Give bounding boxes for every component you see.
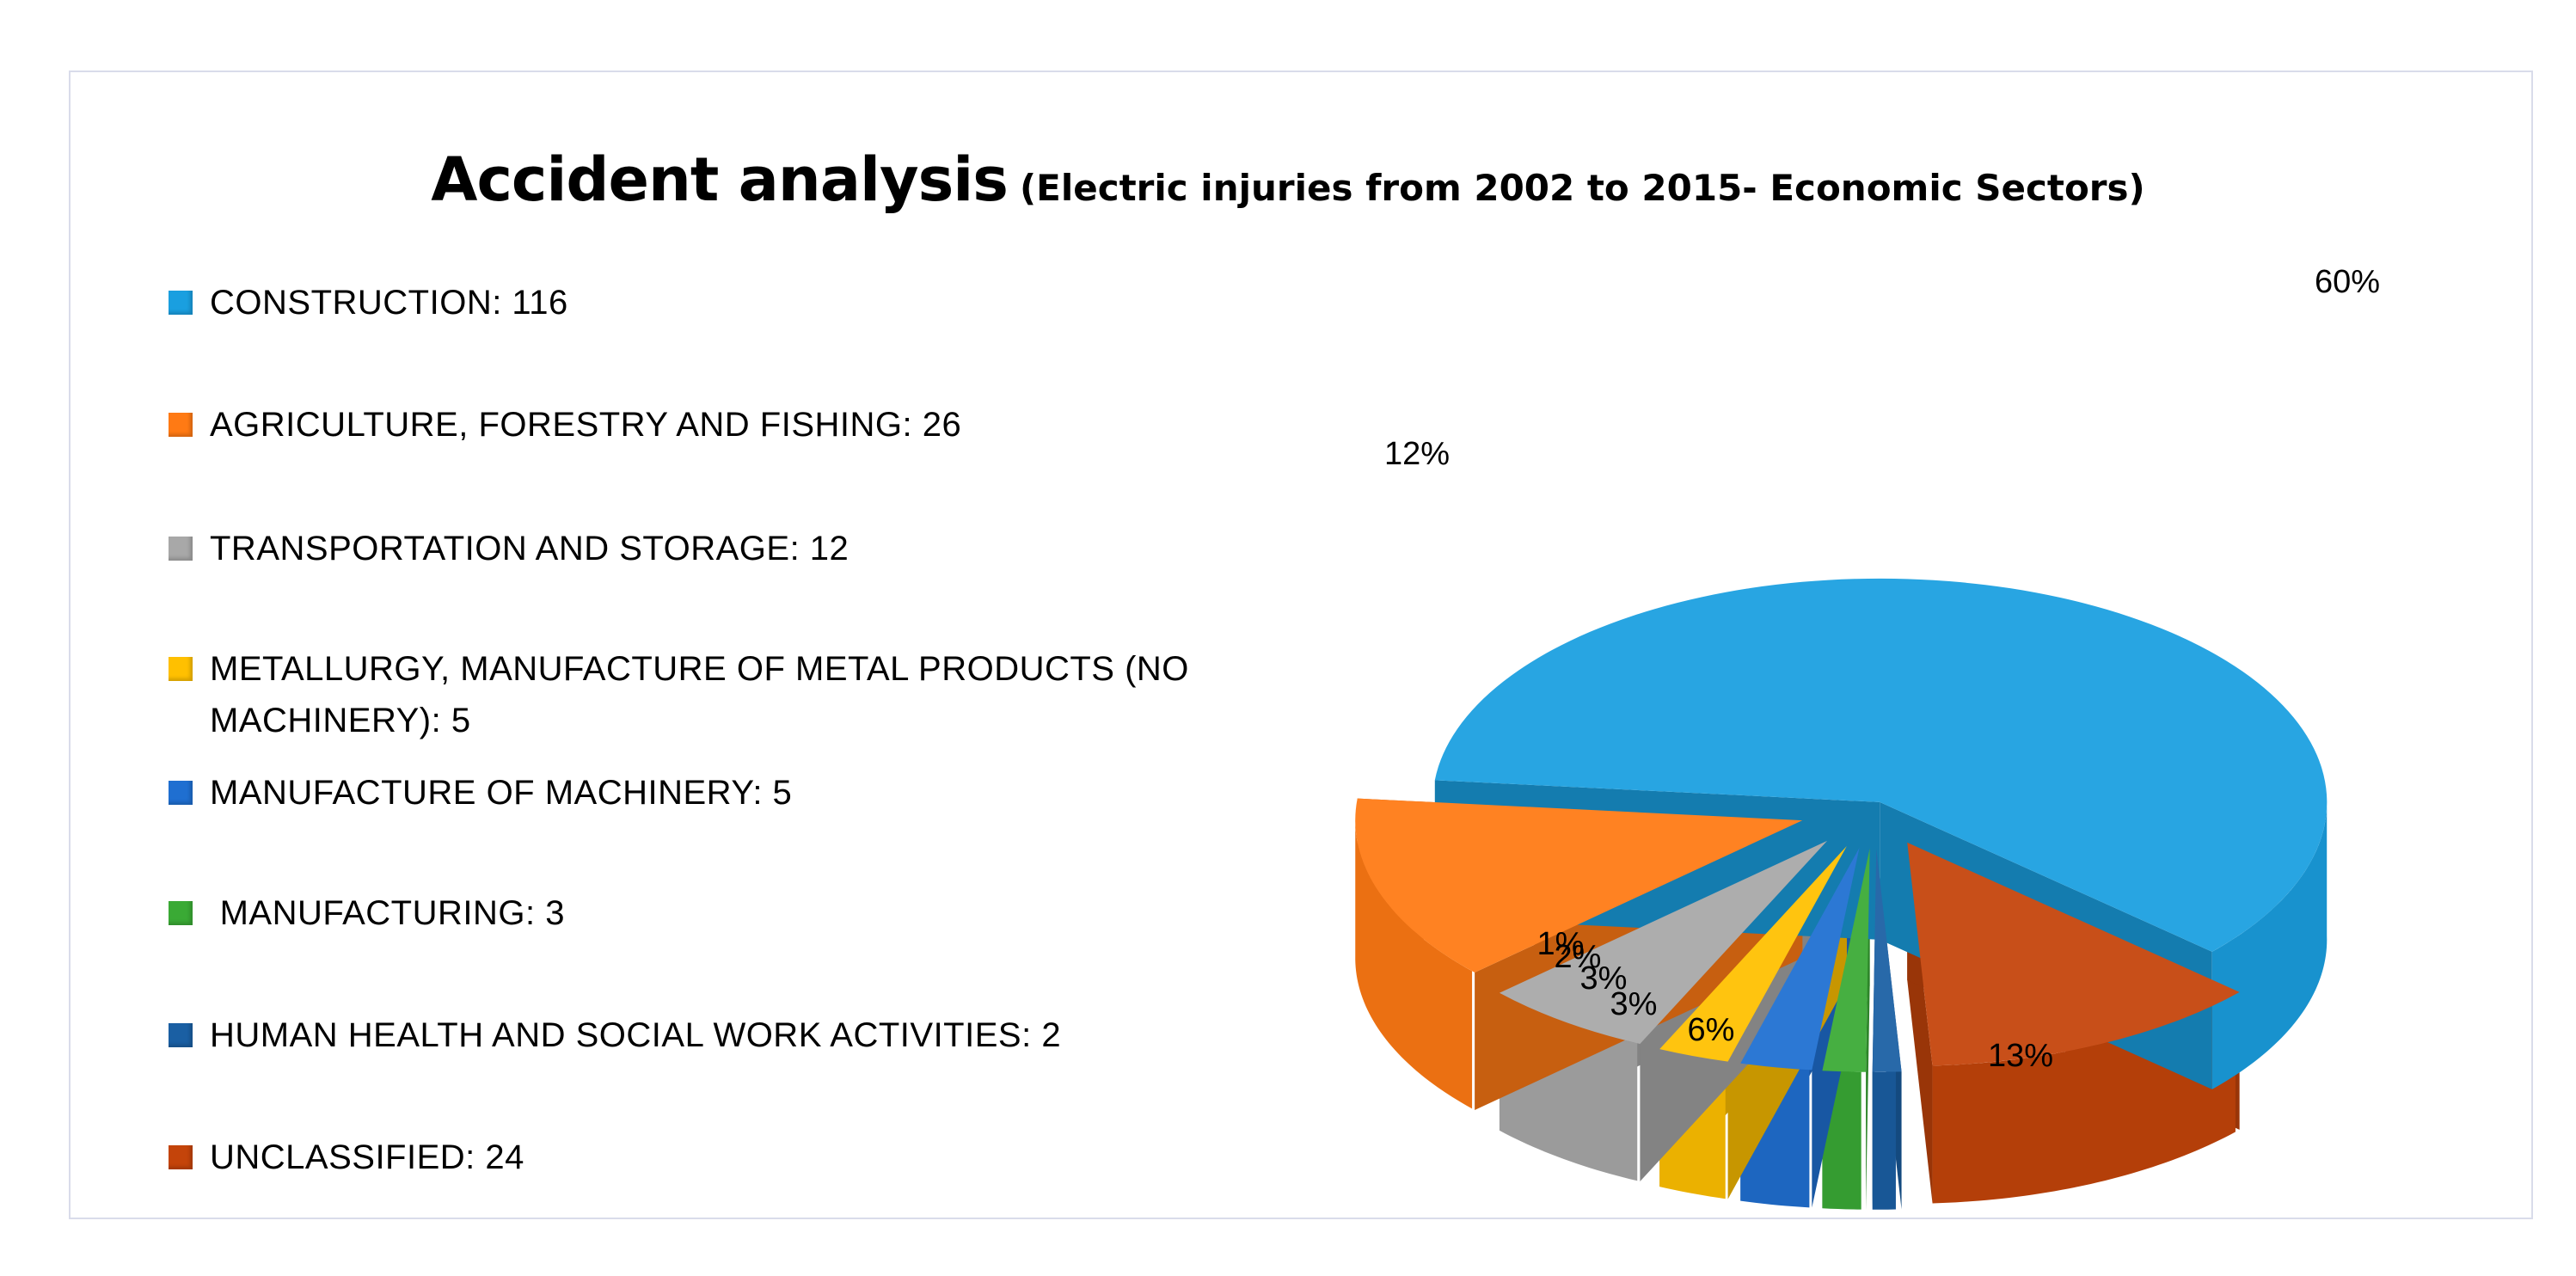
pie-slice-manufacturing — [1822, 848, 1870, 1072]
pie-slice-unclassified — [1907, 842, 2240, 1066]
chart-subtitle: (Electric injuries from 2002 to 2015- Ec… — [1019, 167, 2145, 209]
pct-label-1: 13% — [1988, 1038, 2053, 1074]
pct-label-6: 1% — [1537, 926, 1585, 962]
pie-slice-transportation-and-storage — [1499, 840, 1828, 1045]
legend-label: HUMAN HEALTH AND SOCIAL WORK ACTIVITIES:… — [210, 1016, 1062, 1054]
pie-chart: 60% 13% 6% 3%3%2%1% 12% — [1355, 264, 2380, 1210]
legend-item-unclassified: UNCLASSIFIED: 24 — [169, 1132, 1235, 1183]
legend-swatch — [169, 413, 193, 437]
chart-title-main: Accident analysis — [431, 144, 1009, 215]
legend-swatch — [169, 537, 193, 561]
pct-label-0: 60% — [2315, 264, 2380, 300]
chart-title: Accident analysis (Electric injuries from… — [0, 144, 2576, 215]
legend-swatch — [169, 291, 193, 315]
legend-label: MANUFACTURE OF MACHINERY: 5 — [210, 774, 793, 812]
legend-label: METALLURGY, MANUFACTURE OF METAL PRODUCT… — [210, 650, 1189, 739]
pie-slice-construction — [1434, 578, 2328, 952]
pie-side-outer — [1355, 818, 1473, 1109]
pct-label-3: 3% — [1610, 986, 1658, 1022]
pie-side-outer — [2211, 798, 2328, 1089]
legend-item-manufacturing: MANUFACTURING: 3 — [169, 887, 1235, 939]
legend-item-agriculture: AGRICULTURE, FORESTRY AND FISHING: 26 — [169, 399, 1235, 451]
pct-label-2: 6% — [1688, 1012, 1735, 1048]
legend-swatch — [169, 781, 193, 805]
pie-side-outer — [1872, 1071, 1896, 1210]
pie-slice-human-health-and-social-work-activities — [1872, 848, 1902, 1072]
legend-item-machinery: MANUFACTURE OF MACHINERY: 5 — [169, 767, 1235, 819]
pie-labels: 60% 13% 6% 3%3%2%1% 12% — [1384, 264, 2380, 1074]
legend-item-metallurgy: METALLURGY, MANUFACTURE OF METAL PRODUCT… — [169, 643, 1235, 746]
pct-label-5: 2% — [1555, 939, 1602, 975]
legend-item-transportation: TRANSPORTATION AND STORAGE: 12 — [169, 523, 1235, 574]
pie-slice-manufacture-of-machinery — [1740, 847, 1860, 1070]
legend-item-construction: CONSTRUCTION: 116 — [169, 277, 1235, 328]
legend-swatch — [169, 1023, 193, 1047]
legend-item-human-health: HUMAN HEALTH AND SOCIAL WORK ACTIVITIES:… — [169, 1009, 1235, 1061]
chart-frame — [69, 71, 2533, 1219]
legend-label: UNCLASSIFIED: 24 — [210, 1138, 524, 1176]
pie-tops — [1355, 578, 2328, 1072]
legend-label: CONSTRUCTION: 116 — [210, 284, 568, 322]
legend-swatch — [169, 1145, 193, 1169]
legend-label: TRANSPORTATION AND STORAGE: 12 — [210, 530, 849, 567]
legend-swatch — [169, 657, 193, 681]
legend-label: AGRICULTURE, FORESTRY AND FISHING: 26 — [210, 406, 962, 444]
pie-slice-agriculture-forestry-and-fishing — [1355, 798, 1803, 973]
pct-label-4: 3% — [1580, 960, 1628, 997]
legend-label: MANUFACTURING: 3 — [210, 894, 565, 932]
pie-slice-metallurgy-manufacture-of-metal-products-no-machinery — [1659, 845, 1847, 1062]
pct-label-7: 12% — [1384, 436, 1450, 472]
legend-swatch — [169, 901, 193, 925]
